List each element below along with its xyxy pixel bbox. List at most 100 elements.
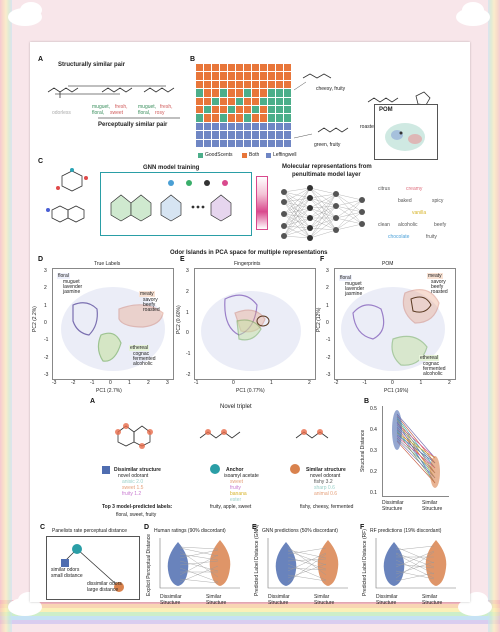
grid-cell: [268, 131, 275, 139]
nn-node: [333, 191, 339, 197]
tick-label: 2: [326, 285, 329, 292]
violin-similar: [425, 540, 447, 586]
grid-cell: [220, 97, 227, 105]
panel-a-molecules: [47, 85, 180, 119]
tick-label: 2: [308, 380, 311, 386]
anchor-label-1: sweet: [230, 479, 244, 485]
grid-cell: [220, 64, 227, 72]
human-ratings-ylabel: Explicit Perceptual Distance: [146, 534, 152, 596]
v2-xlabel-2: Similar: [314, 594, 330, 600]
word-beefy: beefy: [434, 222, 447, 228]
grid-cell: [220, 106, 227, 114]
grid-cell: [204, 131, 211, 139]
grid-cell: [236, 106, 243, 114]
gnn-predictions-title: GNN predictions (50% discordant): [262, 528, 338, 534]
v1-xlabel-2b: Structure: [206, 600, 227, 606]
large-distance-text: large distance: [87, 587, 119, 593]
mol2-label-2: fresh,: [115, 104, 128, 110]
human-ratings-title: Human ratings (90% discordant): [154, 528, 226, 534]
word-spicy: spicy: [432, 198, 444, 204]
violin-human: [159, 538, 240, 589]
v1-xlabel-1b: Structure: [160, 600, 181, 606]
legend-meaty-heading-f: meaty: [427, 273, 443, 279]
grid-cell: [244, 72, 251, 80]
tick-label: 1: [270, 380, 273, 386]
tick-label: 1: [419, 380, 423, 386]
legend-meaty-2: beefy: [143, 302, 156, 308]
dissimilar-odors-text: dissimilar odors: [87, 581, 122, 587]
odor-word-cloud: citrus creamy baked spicy vanilla clean …: [378, 182, 466, 248]
violin-rf: [375, 538, 456, 589]
panel-f-label: F: [320, 256, 325, 263]
grid-cell: [252, 97, 259, 105]
structural-distance-yticks: 0.5 0.4 0.3 0.2 0.1: [370, 406, 381, 496]
grid-cell: [284, 97, 291, 105]
neural-network: [281, 185, 365, 241]
legend-floral-1: muguet: [63, 279, 80, 285]
grid-cell: [212, 97, 219, 105]
nn-node: [281, 211, 287, 217]
grid-cell: [276, 139, 283, 147]
grid-cell: [284, 80, 291, 89]
legend-swatch-leffingwell: [266, 153, 271, 158]
tick-label: -2: [71, 380, 76, 386]
grid-cell: [276, 89, 283, 97]
tick-label: 0: [391, 380, 394, 386]
grid-cell: [252, 106, 259, 114]
legend-ethereal-1-f: cognac: [423, 361, 440, 367]
grid-cell: [236, 72, 243, 80]
legend-ethereal-2: fermented: [133, 356, 156, 362]
pca-f-xticks: -2 -1 0 1 2: [334, 380, 454, 386]
odorless-label: odorless: [52, 110, 71, 116]
v3-xlabel-2b: Structure: [422, 600, 443, 606]
tick-label: 0.3: [370, 448, 377, 454]
tick-label: 0.2: [370, 469, 377, 475]
nn-node: [281, 189, 287, 195]
figure-page: A Structurally similar pair odorless mug…: [30, 42, 470, 606]
grid-cell: [236, 139, 243, 147]
similar-heading: Similar structure: [306, 467, 346, 473]
dissimilar-heading: Dissimilar structure: [114, 467, 161, 473]
nn-node: [359, 209, 365, 215]
tick-label: 0.1: [370, 490, 377, 496]
pca-e-yticks: 3 2 1 0 -1 -2: [186, 268, 193, 378]
tick-label: 2: [147, 380, 150, 386]
grid-cell: [236, 131, 243, 139]
legend-ethereal-3: alcoholic: [133, 361, 153, 367]
v2-xlabel-1: Dissimilar: [268, 594, 290, 600]
tick-label: 3: [186, 268, 189, 274]
nn-node: [307, 195, 313, 201]
grid-cell: [244, 97, 251, 105]
panel-c2-label: C: [40, 524, 46, 531]
grid-cell: [260, 97, 267, 105]
predicted-similar: fishy, cheesy, fermented: [300, 504, 354, 510]
grid-cell: [244, 131, 251, 139]
panel-e-label: E: [180, 256, 185, 263]
grid-cell: [204, 89, 211, 97]
grid-cell: [276, 72, 283, 80]
word-chocolate: chocolate: [388, 234, 410, 240]
legend-ethereal-2-f: fermented: [423, 366, 446, 372]
v3-xlabel-1: Dissimilar: [376, 594, 398, 600]
tick-label: 1: [186, 309, 189, 316]
grid-cell: [252, 114, 259, 122]
b2-xlabel-2b: Structure: [422, 506, 443, 512]
perceptual-distance-diagram: similar odors small distance dissimilar …: [46, 536, 140, 600]
grid-cell: [284, 114, 291, 122]
tick-label: -3: [326, 372, 331, 378]
gnn-predictions-ylabel: Predicted Label Distance (GNN): [254, 524, 260, 596]
grid-cell: [204, 106, 211, 114]
grid-cell: [212, 106, 219, 114]
dataset-legend: GoodScents Both Leffingwell: [198, 152, 358, 160]
legend-meaty-1: savory: [143, 297, 158, 303]
tick-label: 0: [326, 320, 329, 326]
b2-xlabel-1: Dissimilar: [382, 500, 404, 506]
legend-floral-1-f: muguet: [345, 281, 362, 287]
pca-d-xticks: -3 -2 -1 0 1 2 3: [52, 380, 172, 386]
grid-cell: [284, 139, 291, 147]
tick-label: 1: [326, 302, 329, 309]
legend-meaty-heading: meaty: [139, 291, 155, 297]
grid-cell: [212, 122, 219, 131]
mol2-label-3: floral,: [92, 110, 105, 116]
grid-cell: [284, 89, 291, 97]
